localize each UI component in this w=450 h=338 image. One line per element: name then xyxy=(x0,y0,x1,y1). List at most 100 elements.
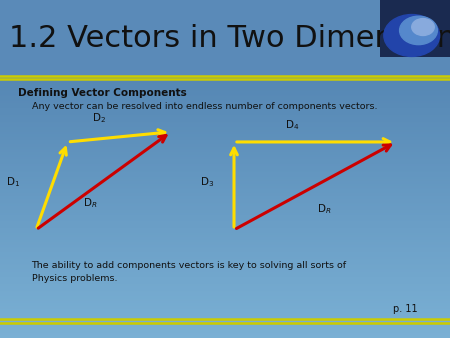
Bar xyxy=(0,167,450,169)
Bar xyxy=(0,132,450,134)
Bar xyxy=(0,296,450,297)
Text: D$_4$: D$_4$ xyxy=(285,118,300,132)
Bar xyxy=(0,282,450,284)
Bar xyxy=(0,194,450,196)
Bar xyxy=(0,255,450,257)
Bar xyxy=(0,264,450,265)
Bar xyxy=(0,193,450,194)
Bar xyxy=(0,27,450,29)
Bar xyxy=(0,177,450,179)
Bar xyxy=(0,284,450,286)
Bar xyxy=(0,245,450,247)
Bar xyxy=(0,213,450,215)
Bar xyxy=(0,184,450,186)
Bar xyxy=(0,232,450,233)
Bar xyxy=(0,54,450,56)
Bar xyxy=(0,225,450,226)
Bar xyxy=(0,319,450,321)
Text: D$_2$: D$_2$ xyxy=(92,112,106,125)
Bar xyxy=(0,161,450,162)
Bar xyxy=(0,260,450,262)
Bar xyxy=(0,130,450,132)
Bar xyxy=(0,39,450,41)
Bar xyxy=(0,203,450,204)
Bar xyxy=(0,270,450,272)
Bar xyxy=(0,328,450,330)
Bar xyxy=(0,134,450,135)
Bar xyxy=(0,49,450,51)
Bar xyxy=(0,57,450,59)
Bar xyxy=(0,0,450,2)
Bar xyxy=(0,123,450,125)
Bar xyxy=(0,52,450,54)
Bar xyxy=(0,113,450,115)
Bar xyxy=(0,189,450,191)
Bar xyxy=(0,331,450,333)
Bar xyxy=(0,306,450,308)
Bar xyxy=(0,211,450,213)
Bar xyxy=(0,98,450,100)
Bar xyxy=(0,51,450,52)
Bar xyxy=(0,122,450,123)
Bar xyxy=(0,127,450,128)
Bar xyxy=(0,47,450,49)
Bar xyxy=(0,139,450,140)
Bar xyxy=(380,0,450,57)
Text: D$_R$: D$_R$ xyxy=(83,196,97,210)
Bar xyxy=(0,147,450,149)
Bar xyxy=(0,206,450,208)
Bar xyxy=(0,95,450,96)
Bar xyxy=(0,335,450,336)
Bar xyxy=(0,157,450,159)
Bar xyxy=(0,96,450,98)
Bar xyxy=(0,176,450,177)
Bar xyxy=(0,274,450,275)
Bar xyxy=(0,318,450,319)
Bar xyxy=(0,137,450,139)
Bar xyxy=(0,294,450,296)
Bar xyxy=(0,68,450,69)
Bar xyxy=(0,32,450,34)
Bar xyxy=(0,252,450,254)
Bar xyxy=(0,242,450,243)
Bar xyxy=(0,12,450,14)
Bar xyxy=(0,149,450,150)
Bar xyxy=(0,279,450,281)
Bar xyxy=(0,5,450,7)
Bar xyxy=(0,267,450,269)
Bar xyxy=(0,309,450,311)
Bar xyxy=(0,100,450,101)
Bar xyxy=(0,63,450,64)
Bar xyxy=(0,8,450,10)
Bar xyxy=(0,112,450,113)
Bar xyxy=(0,64,450,66)
Bar xyxy=(0,230,450,232)
Circle shape xyxy=(412,19,434,35)
Bar xyxy=(0,208,450,210)
Bar xyxy=(0,316,450,318)
Bar xyxy=(0,15,450,17)
Text: D$_1$: D$_1$ xyxy=(6,176,21,189)
Bar xyxy=(0,144,450,145)
Bar xyxy=(0,103,450,105)
Bar xyxy=(0,42,450,44)
Bar xyxy=(0,105,450,106)
Circle shape xyxy=(384,15,440,56)
Bar xyxy=(0,174,450,176)
Bar xyxy=(0,3,450,5)
Bar xyxy=(0,323,450,324)
Bar xyxy=(0,248,450,250)
Bar xyxy=(0,221,450,223)
Bar xyxy=(0,201,450,203)
Bar xyxy=(0,30,450,32)
Bar xyxy=(0,179,450,181)
Bar xyxy=(0,235,450,237)
Bar xyxy=(0,196,450,198)
Text: 1.2 Vectors in Two Dimensions: 1.2 Vectors in Two Dimensions xyxy=(9,24,450,53)
Bar xyxy=(0,101,450,103)
Bar xyxy=(0,336,450,338)
Bar xyxy=(0,250,450,252)
Bar xyxy=(0,46,450,47)
Bar xyxy=(0,7,450,8)
Bar xyxy=(0,257,450,259)
